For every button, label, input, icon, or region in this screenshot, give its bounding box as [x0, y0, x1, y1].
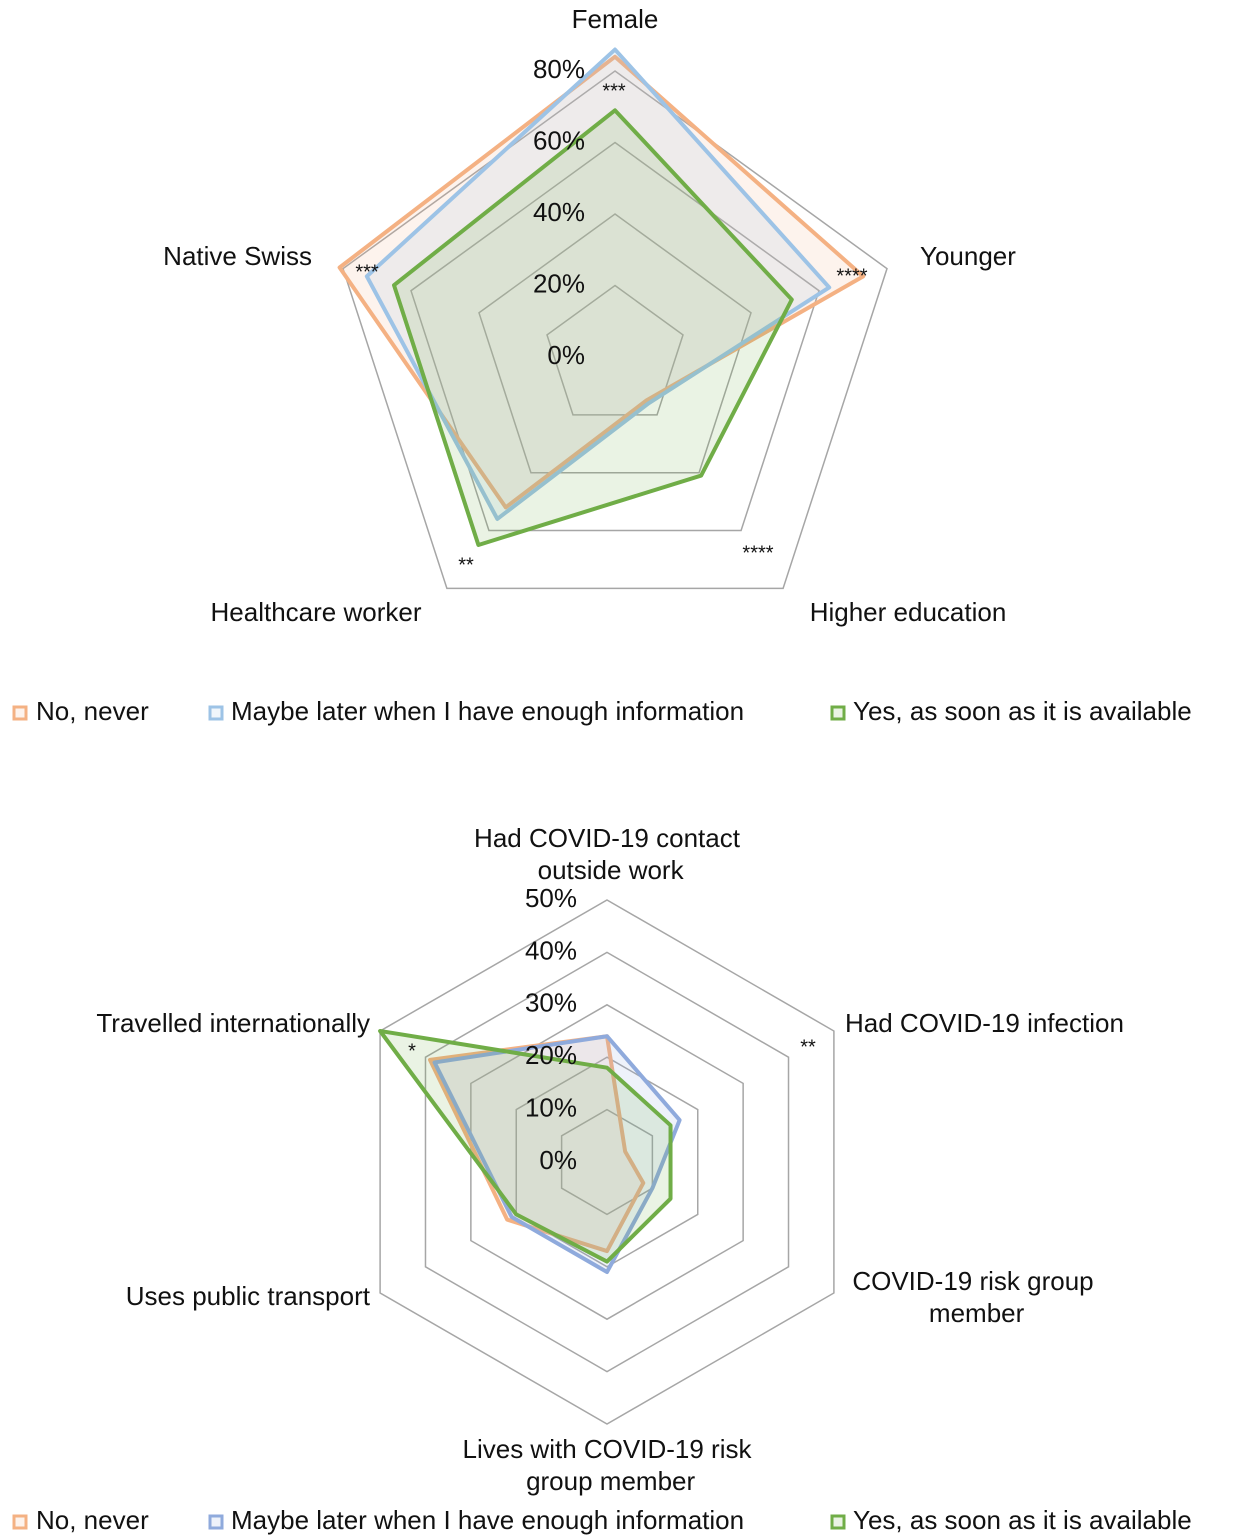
tick-label: 40% — [525, 935, 577, 965]
tick-label: 50% — [525, 883, 577, 913]
category-label: Uses public transport — [126, 1281, 371, 1311]
annotation: ** — [800, 1036, 816, 1058]
tick-label: 10% — [525, 1092, 577, 1122]
legend-label: No, never — [36, 1505, 149, 1535]
category-label: Had COVID-19 infection — [845, 1008, 1124, 1038]
category-label: Lives with COVID-19 risk group member — [463, 1434, 753, 1496]
category-label: Younger — [920, 241, 1016, 271]
grid-ring — [478, 213, 752, 474]
series-area — [378, 1029, 673, 1264]
series-area — [391, 108, 794, 547]
legend-swatch — [208, 705, 224, 721]
tick-label: 30% — [525, 988, 577, 1018]
legend-label: Yes, as soon as it is available — [853, 696, 1192, 726]
tick-label: 40% — [533, 197, 585, 227]
annotation: *** — [602, 80, 626, 102]
annotation: **** — [836, 265, 867, 287]
category-label: Female — [572, 4, 659, 34]
category-label: Healthcare worker — [211, 597, 422, 627]
legend-label: No, never — [36, 696, 149, 726]
category-label: Higher education — [810, 597, 1007, 627]
category-label: COVID-19 risk group member — [852, 1266, 1093, 1328]
legend-label: Maybe later when I have enough informati… — [231, 696, 744, 726]
series-area — [432, 1034, 682, 1275]
annotation: ** — [458, 554, 474, 576]
tick-label: 20% — [525, 1040, 577, 1070]
series-area — [364, 47, 832, 521]
legend-swatch — [830, 705, 846, 721]
grid-ring — [560, 1108, 654, 1216]
grid-ring — [546, 284, 684, 416]
category-label: Had COVID-19 contact outside work — [474, 823, 741, 885]
annotation: **** — [742, 542, 773, 564]
tick-label: 0% — [547, 340, 585, 370]
tick-label: 60% — [533, 125, 585, 155]
category-label: Travelled internationally — [96, 1008, 370, 1038]
annotation: * — [408, 1040, 416, 1062]
grid-ring — [410, 141, 820, 532]
legend-swatch — [208, 1514, 224, 1530]
grid-ring — [342, 70, 888, 590]
legend-swatch — [12, 1514, 28, 1530]
legend-swatch — [830, 1514, 846, 1530]
grid-ring — [424, 951, 790, 1373]
grid-ring — [470, 1003, 744, 1321]
legend-label: Maybe later when I have enough informati… — [231, 1505, 744, 1535]
series-area — [428, 1034, 646, 1254]
category-label: Native Swiss — [163, 241, 312, 271]
legend-label: Yes, as soon as it is available — [853, 1505, 1192, 1535]
tick-label: 80% — [533, 54, 585, 84]
series-area — [337, 54, 866, 510]
tick-label: 0% — [539, 1145, 577, 1175]
annotation: *** — [355, 261, 379, 283]
legend-swatch — [12, 705, 28, 721]
grid-ring — [515, 1056, 699, 1268]
tick-label: 20% — [533, 268, 585, 298]
